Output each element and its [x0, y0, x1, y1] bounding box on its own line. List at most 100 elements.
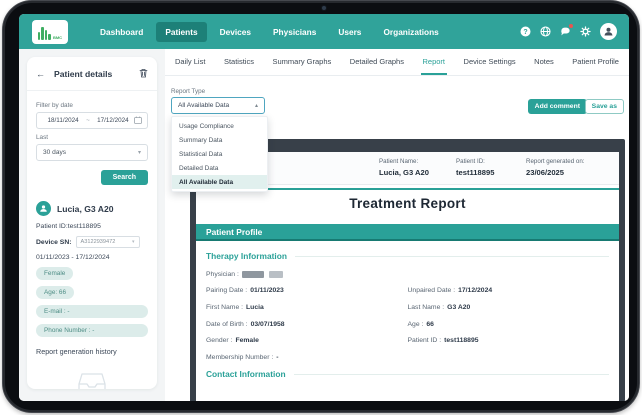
report-type-value: All Available Data: [178, 102, 230, 109]
nav-item-dashboard[interactable]: Dashboard: [100, 26, 144, 37]
redacted-text: [268, 270, 283, 278]
option-usage-compliance[interactable]: Usage Compliance: [179, 122, 234, 130]
tab-detailed-graphs[interactable]: Detailed Graphs: [349, 56, 404, 66]
patient-avatar: [36, 201, 51, 216]
field-row: Physician :: [206, 266, 609, 283]
card-body: Filter by date 18/11/2024 ~ 17/12/2024 L…: [27, 91, 157, 389]
nav-menu: Dashboard Patients Devices Physicians Us…: [91, 21, 448, 42]
option-statistical-data[interactable]: Statistical Data: [179, 150, 223, 158]
badge-gender: Female: [36, 267, 74, 280]
device-sn-select[interactable]: A3122939472 ▾: [75, 236, 140, 248]
main-content: Daily List Statistics Summary Graphs Det…: [165, 49, 629, 401]
search-button[interactable]: Search: [100, 170, 148, 185]
nav-item-patients[interactable]: Patients: [156, 21, 207, 42]
back-icon[interactable]: ←: [36, 69, 45, 79]
nav-actions: ?: [520, 23, 617, 40]
meta-patient-id: Patient ID: test118895: [456, 158, 495, 177]
date-from-value[interactable]: 18/11/2024: [47, 117, 79, 124]
tab-device-settings[interactable]: Device Settings: [463, 56, 516, 66]
app-screen: BMC Dashboard Patients Devices Physician…: [19, 14, 629, 401]
left-sidebar: ← Patient details Filter by date 18/11/2…: [19, 49, 165, 401]
tab-daily-list[interactable]: Daily List: [175, 56, 206, 66]
filter-by-date-label: Filter by date: [36, 102, 73, 109]
subsection-contact-information: Contact Information: [206, 369, 609, 379]
help-icon[interactable]: ?: [520, 26, 531, 37]
nav-item-devices[interactable]: Devices: [219, 26, 251, 37]
patient-name: Lucia, G3 A20: [57, 203, 114, 214]
meta-patient-name: Patient Name: Lucia, G3 A20: [379, 158, 429, 177]
redacted-text: [241, 270, 264, 278]
logo-text: BMC: [52, 34, 63, 40]
svg-text:?: ?: [523, 29, 527, 36]
meta-generated-on: Report generated on: 23/06/2025: [526, 158, 585, 177]
patient-row: Lucia, G3 A20: [36, 201, 148, 216]
device-sn-label: Device SN:: [36, 238, 72, 246]
report-history-label: Report generation history: [36, 347, 117, 356]
notification-badge: [568, 23, 574, 29]
divider: [196, 188, 619, 190]
badge-email: E-mail : -: [36, 305, 148, 318]
camera-dot: [322, 6, 326, 10]
report-title: Treatment Report: [349, 196, 466, 211]
patient-details-card: ← Patient details Filter by date 18/11/2…: [27, 57, 157, 389]
device-date-range: 01/11/2023 - 17/12/2024: [36, 254, 110, 261]
last-period-select[interactable]: 30 days ▾: [36, 144, 148, 161]
tab-summary-graphs[interactable]: Summary Graphs: [272, 56, 332, 66]
field-row: Pairing Date :01/11/2023 Unpaired Date :…: [206, 287, 493, 295]
field-row: Membership Number :-: [206, 353, 279, 361]
option-summary-data[interactable]: Summary Data: [179, 136, 223, 144]
sidebar-title: Patient details: [54, 69, 113, 79]
calendar-icon[interactable]: [134, 116, 142, 126]
inbox-icon: [78, 373, 106, 389]
divider: [293, 373, 609, 375]
logo-bar: [48, 33, 51, 40]
add-comment-button[interactable]: Add comment: [527, 99, 587, 114]
top-navbar: BMC Dashboard Patients Devices Physician…: [19, 14, 629, 49]
card-header: ← Patient details: [27, 57, 157, 91]
subsection-therapy-information: Therapy Information: [206, 251, 609, 261]
nav-item-organizations[interactable]: Organizations: [383, 26, 439, 37]
badge-age: Age: 66: [36, 286, 75, 299]
logo-bar: [41, 26, 44, 40]
chevron-down-icon: ▾: [132, 239, 135, 245]
last-period-value: 30 days: [43, 149, 67, 156]
app-logo[interactable]: BMC: [32, 19, 68, 44]
report-type-dropdown: Usage Compliance Summary Data Statistica…: [171, 116, 268, 192]
badge-phone: Phone Number : -: [36, 324, 148, 337]
patient-id: Patient ID:test118895: [36, 223, 101, 230]
field-row: Date of Birth :03/07/1958 Age :66: [206, 320, 434, 328]
tab-bar: Daily List Statistics Summary Graphs Det…: [165, 49, 629, 76]
date-to-value[interactable]: 17/12/2024: [97, 117, 129, 124]
tab-notes[interactable]: Notes: [534, 56, 554, 66]
date-range-input[interactable]: 18/11/2024 ~ 17/12/2024: [36, 112, 148, 129]
therapy-fields: Physician : Pairing Date :01/11/2023 Unp…: [206, 266, 609, 366]
option-detailed-data[interactable]: Detailed Data: [179, 164, 219, 172]
tab-patient-profile[interactable]: Patient Profile: [572, 56, 619, 66]
date-separator: ~: [86, 117, 90, 124]
logo-bar: [37, 31, 41, 40]
nav-item-physicians[interactable]: Physicians: [273, 26, 317, 37]
device-sn-value: A3122939472: [80, 239, 116, 245]
globe-icon[interactable]: [540, 26, 551, 37]
section-patient-profile: Patient Profile: [196, 224, 619, 241]
tab-report[interactable]: Report: [420, 49, 448, 75]
chevron-down-icon: ▾: [137, 150, 141, 156]
notifications-icon[interactable]: [560, 23, 574, 37]
trash-icon[interactable]: [139, 65, 148, 83]
report-type-label: Report Type: [171, 88, 206, 95]
chevron-up-icon: ▴: [254, 103, 258, 109]
empty-state: No Data: [36, 372, 148, 389]
field-row: First Name : Lucia Last Name : G3 A20: [206, 303, 471, 311]
user-avatar[interactable]: [600, 23, 617, 40]
report-type-select[interactable]: All Available Data ▴: [171, 97, 265, 114]
option-all-available-data[interactable]: All Available Data: [172, 175, 267, 189]
divider: [294, 255, 609, 257]
logo-bar: [44, 29, 48, 40]
nav-item-users[interactable]: Users: [338, 26, 362, 37]
last-label: Last: [36, 134, 49, 141]
gear-icon[interactable]: [580, 26, 591, 37]
save-as-button[interactable]: Save as: [584, 99, 624, 114]
tab-statistics[interactable]: Statistics: [223, 56, 254, 66]
